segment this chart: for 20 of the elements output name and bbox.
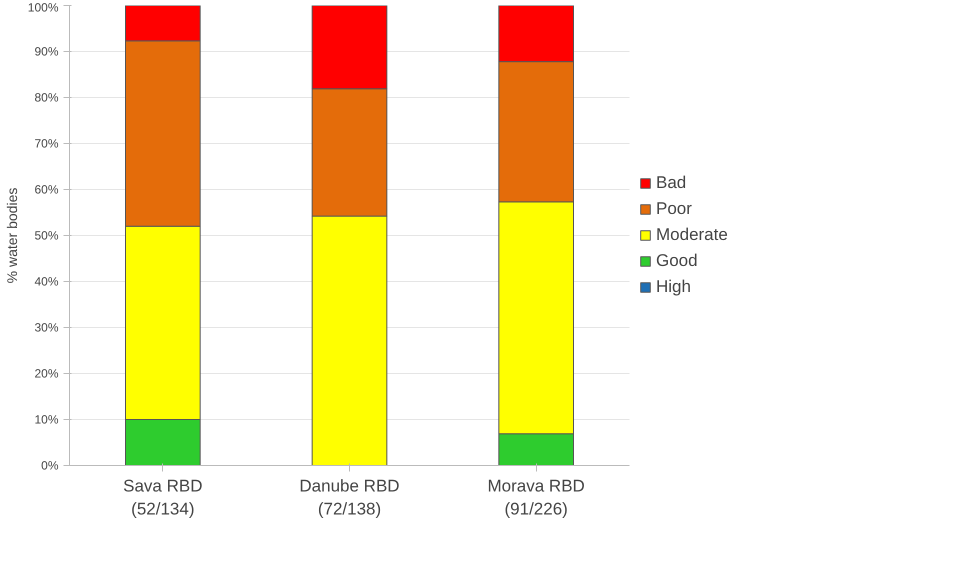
legend-label: Moderate (656, 225, 728, 245)
x-tick-label: Danube RBD (72/138) (299, 476, 400, 518)
y-tick-label: 50% (34, 228, 59, 242)
y-tick-label: 100% (28, 0, 59, 14)
y-tick-label: 70% (34, 136, 59, 150)
legend-label: Bad (656, 173, 686, 193)
y-tick-label: 40% (34, 274, 59, 288)
y-tick-label: 80% (34, 90, 59, 104)
y-tick-label: 30% (34, 320, 59, 334)
y-tick-label: 90% (34, 44, 59, 58)
y-axis-title: % water bodies (4, 188, 20, 284)
y-tick-label: 0% (41, 458, 59, 472)
legend-label: Poor (656, 199, 692, 219)
y-tick-label: 20% (34, 366, 59, 380)
x-tick-label: Morava RBD (91/226) (488, 476, 585, 518)
legend-label: High (656, 277, 691, 297)
legend-label: Good (656, 251, 698, 271)
x-tick-label: Sava RBD (52/134) (123, 476, 203, 518)
y-tick-label: 60% (34, 182, 59, 196)
y-tick-label: 10% (34, 412, 59, 426)
